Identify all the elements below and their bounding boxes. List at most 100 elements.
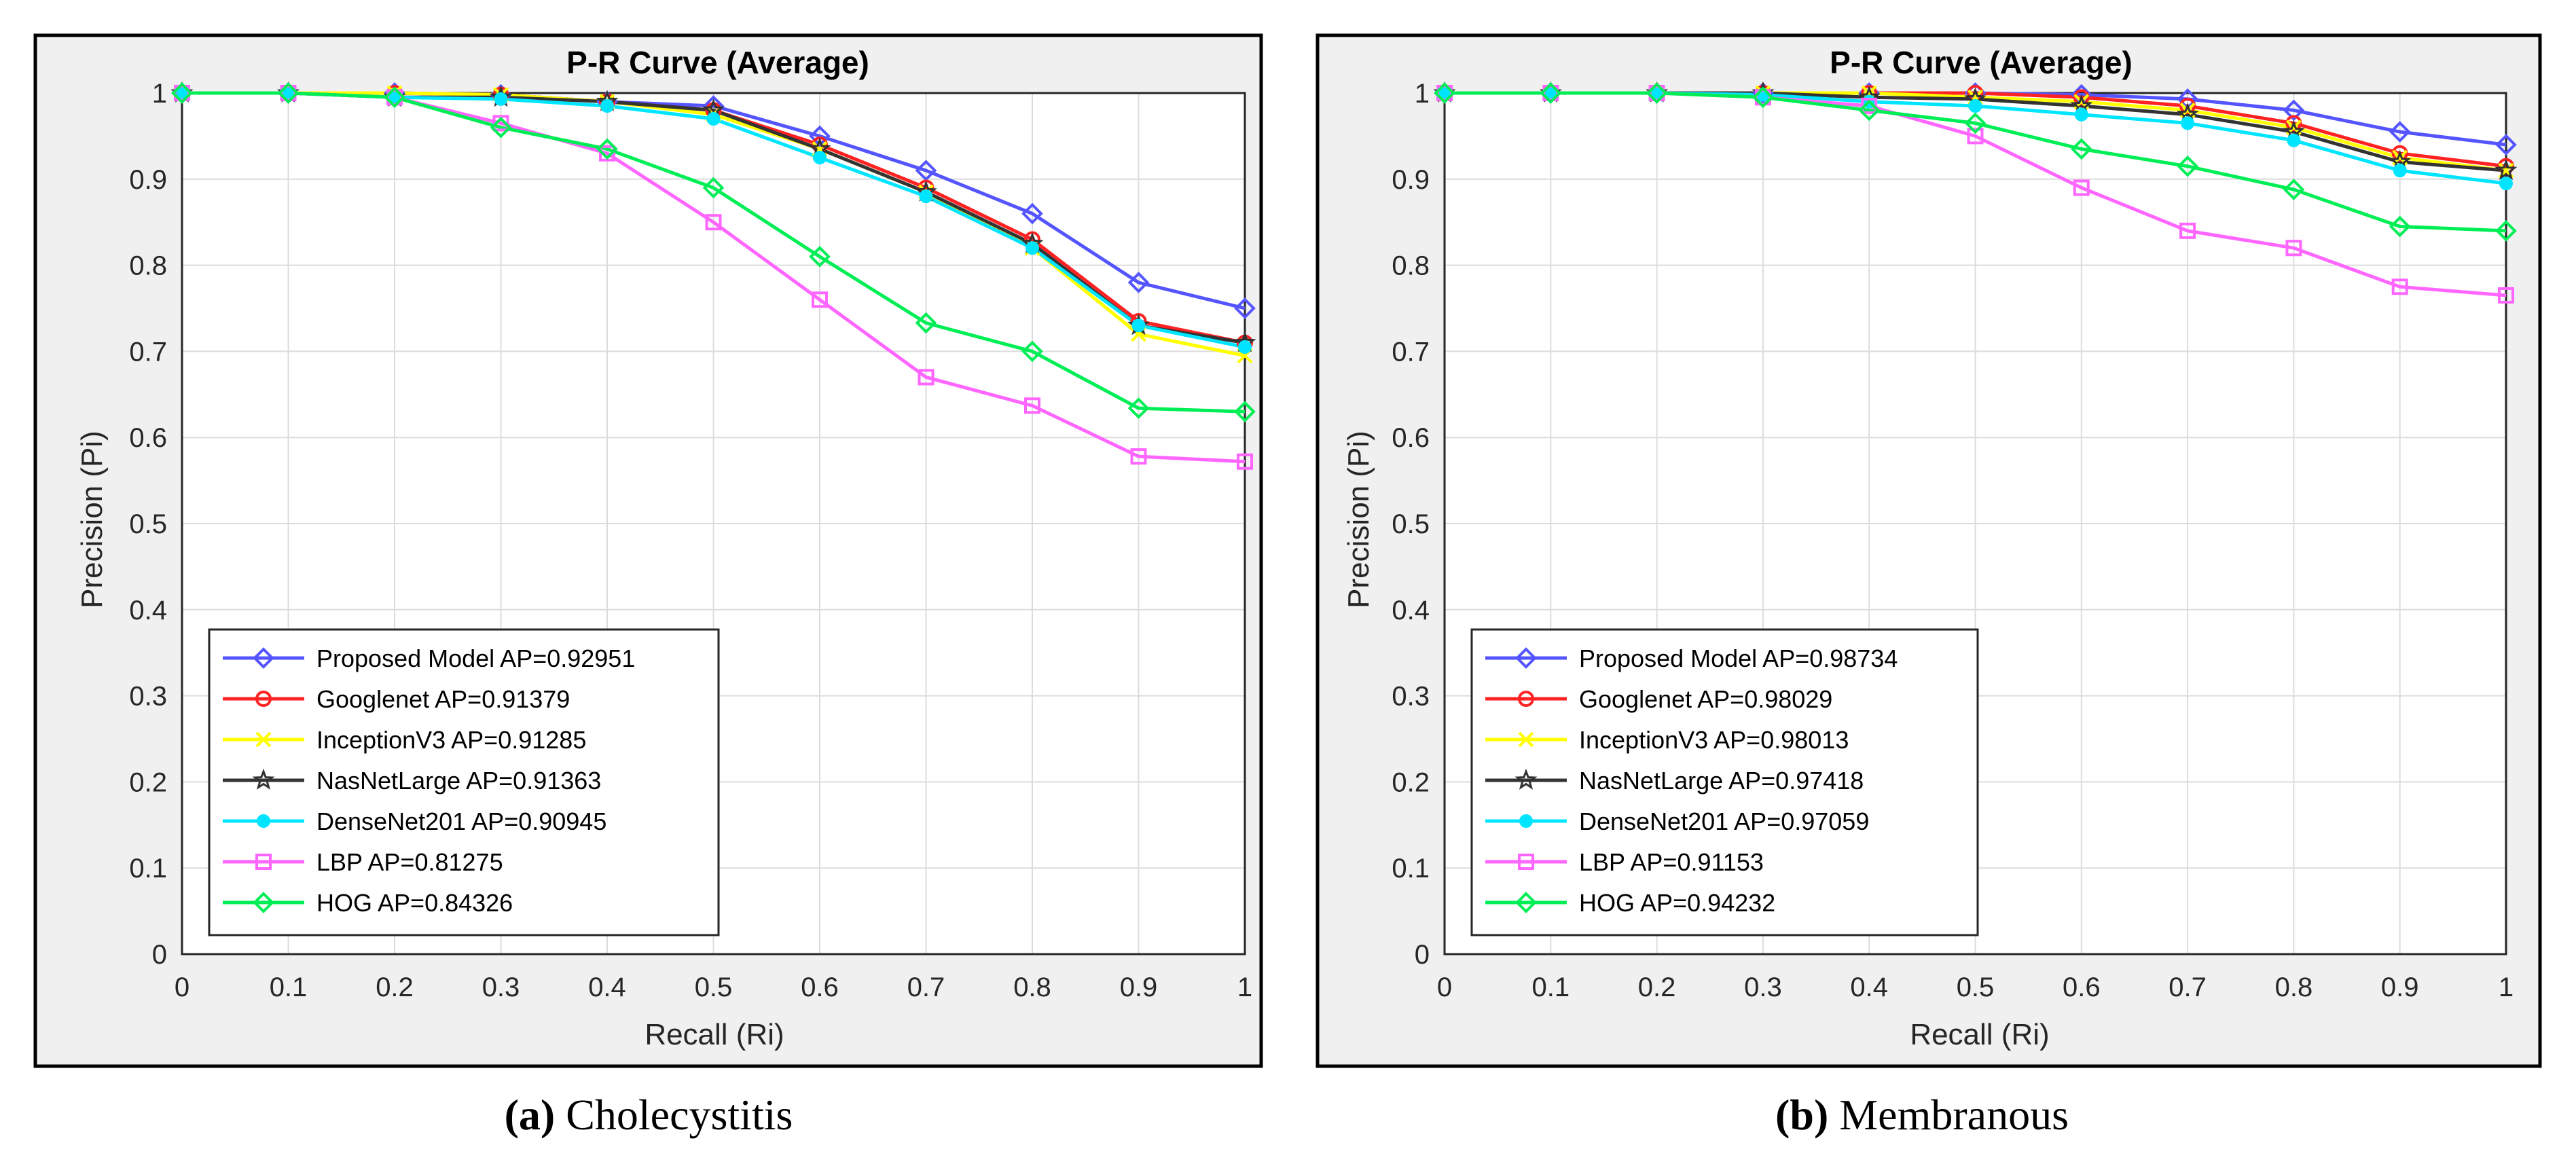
legend-label: DenseNet201 AP=0.97059 [1579,807,1869,835]
data-point [2177,155,2198,177]
data-point [596,138,618,160]
data-point [2179,98,2196,115]
y-tick-label: 0.3 [1392,682,1430,712]
x-tick-label: 0.8 [1013,972,1051,1002]
series-6 [1445,91,2507,233]
y-tick-label: 0.9 [129,165,167,195]
x-tick-label: 0.8 [2275,972,2313,1002]
legend: Proposed Model AP=0.92951 Googlenet AP=0.… [208,628,720,936]
chart-title: P-R Curve (Average) [566,45,869,80]
data-point [1024,397,1040,414]
data-point [384,86,405,109]
legend-marker [255,731,272,748]
data-point [2285,115,2302,132]
x-tick-label: 0.9 [1120,972,1158,1002]
data-point [1646,82,1668,104]
series-markers-5 [1436,85,2514,304]
y-tick-label: 1 [1415,79,1430,109]
legend-marker [255,854,272,870]
data-point [705,214,722,231]
x-tick-label: 0.5 [695,972,733,1002]
chart-panel-b: P-R Curve (Average) Recall (Ri) Precisio… [1316,33,2542,1139]
y-tick-label: 0.6 [129,423,167,453]
y-tick-label: 0.8 [1392,251,1430,281]
y-tick-label: 0.5 [129,509,167,539]
legend-marker [1518,731,1534,748]
data-point [1237,453,1253,470]
data-point [915,312,937,334]
data-point [1752,86,1774,109]
legend-marker [253,892,274,913]
data-point [1127,397,1150,419]
caption-label: (a) [505,1091,556,1139]
legend-label: Proposed Model AP=0.98734 [1579,644,1898,672]
x-tick-label: 1 [1237,972,1252,1002]
caption-text: Cholecystitis [555,1091,793,1139]
legend-label: InceptionV3 AP=0.98013 [1579,726,1849,754]
data-point [2393,164,2407,178]
y-tick-label: 1 [152,79,167,109]
x-tick-label: 0.1 [1531,972,1570,1002]
data-point [277,82,300,104]
x-tick-label: 0.2 [376,972,414,1002]
data-point [2074,107,2088,122]
legend: Proposed Model AP=0.98734 Googlenet AP=0.… [1470,628,1979,936]
data-point [1542,85,1559,101]
y-tick-label: 0.1 [129,854,167,883]
legend-marker [1519,814,1533,828]
data-point [809,125,831,147]
data-point [2181,116,2195,130]
data-point [1861,98,1878,115]
data-point [2495,158,2518,181]
series-markers-4 [175,86,1252,354]
x-tick-label: 0.3 [482,972,520,1002]
data-point [2495,134,2517,156]
data-point [171,82,193,104]
legend-marker [1518,854,1534,870]
series-markers-5 [174,85,1253,470]
legend-box [1470,628,1979,936]
data-point [813,151,827,165]
data-point [1234,297,1256,319]
caption-text: Membranous [1828,1091,2069,1139]
legend-marker [1518,691,1534,707]
y-tick-label: 0.4 [1392,596,1430,625]
x-tick-label: 0.3 [1744,972,1782,1002]
y-tick-label: 0.9 [1392,165,1430,195]
x-tick-label: 0 [175,972,189,1002]
data-point [386,89,403,106]
data-point [1127,272,1150,293]
data-point [1967,128,1984,145]
chart-title: P-R Curve (Average) [1830,45,2133,80]
data-point [1968,99,1982,113]
series-6 [182,91,1246,414]
data-point [492,115,509,132]
data-point [1026,241,1039,255]
data-point [2499,177,2513,191]
data-point [2073,89,2090,106]
data-point [919,189,933,204]
series-line [182,91,1246,414]
data-point [2283,179,2305,200]
data-point [1540,82,1562,104]
plot-area: 0 0.1 0.2 0.3 0.4 0.5 0.6 0.7 0.8 0.9 1 0 0.1 0.2 0.3 0… [129,79,1256,1002]
y-tick-label: 0.7 [129,337,167,367]
legend-marker [257,814,270,828]
x-tick-label: 0.7 [2169,972,2207,1002]
legend-label: LBP AP=0.91153 [1579,848,1764,876]
x-tick-label: 0.2 [1638,972,1676,1002]
data-point [2495,220,2517,242]
y-tick-label: 0.7 [1392,337,1430,367]
data-point [174,85,190,101]
data-point [1434,82,1455,104]
x-tick-label: 0.6 [801,972,839,1002]
data-point [2389,215,2411,238]
legend-label: HOG AP=0.94232 [1579,889,1775,917]
x-axis-label: Recall (Ri) [645,1018,784,1051]
y-tick-label: 0.2 [1392,767,1430,797]
data-point [2070,138,2092,160]
legend-marker [1515,647,1537,669]
data-point [809,246,831,268]
series-markers-6 [171,82,1256,422]
legend-marker [1515,892,1537,913]
